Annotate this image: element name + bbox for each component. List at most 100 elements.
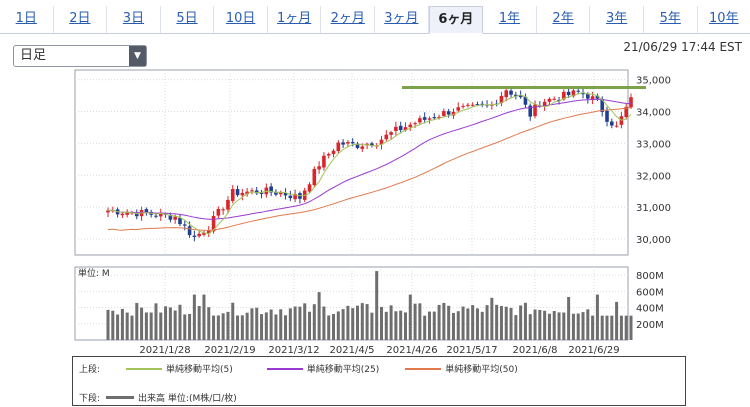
volume-bar — [538, 309, 542, 340]
candle-body — [341, 142, 345, 145]
tab-6[interactable]: 2ヶ月 — [321, 6, 376, 33]
price-tick-label: 34,000 — [636, 107, 671, 118]
candle-body — [235, 189, 240, 196]
volume-bar — [495, 304, 499, 340]
volume-bar — [308, 311, 312, 340]
volume-bar — [188, 313, 192, 340]
volume-bar — [480, 311, 484, 340]
volume-bar — [240, 315, 244, 340]
candle-body — [245, 191, 249, 195]
volume-bar — [154, 303, 158, 340]
tab-0[interactable]: 1日 — [0, 6, 54, 33]
candle-body — [528, 105, 533, 117]
candle-body — [456, 107, 461, 111]
candle-body — [360, 146, 365, 149]
interval-select-value: 日足 — [20, 48, 47, 63]
candle-body — [350, 141, 355, 144]
candle-body — [355, 143, 360, 148]
candle-body — [158, 212, 163, 217]
volume-bar — [490, 297, 494, 340]
volume-bar — [423, 315, 427, 340]
candle-body — [562, 91, 566, 100]
volume-bar — [571, 313, 575, 340]
candle-body — [307, 184, 312, 192]
tab-11[interactable]: 3年 — [590, 6, 644, 33]
legend-ma50-label: 単純移動平均(50) — [445, 365, 518, 375]
volume-bar — [260, 314, 264, 340]
candle-body — [509, 90, 513, 95]
legend-volume: 出来高 単位:(M株/口/枚) — [100, 391, 237, 404]
x-tick-label: 2021/2/19 — [204, 345, 255, 356]
candle-body — [154, 215, 158, 217]
legend-lower-label: 下段: — [79, 394, 101, 404]
volume-bar — [543, 310, 547, 340]
period-tabs: 1日 2日 3日 5日 10日 1ヶ月 2ヶ月 3ヶ月 6ヶ月 1年 2年 3年 5年 10年 — [0, 6, 750, 34]
candle-body — [418, 118, 422, 123]
candle-body — [187, 226, 192, 236]
volume-bar — [451, 312, 455, 340]
price-tick-label: 35,000 — [636, 76, 671, 87]
candle-body — [178, 217, 182, 225]
candle-body — [269, 186, 273, 193]
volume-bar — [250, 308, 254, 340]
volume-tick-label: 600M — [636, 287, 664, 298]
volume-bar — [456, 311, 460, 340]
volume-bar — [332, 313, 336, 340]
candle-body — [571, 90, 576, 97]
volume-bar — [202, 294, 206, 340]
volume-bar — [447, 305, 451, 340]
x-tick-label: 2021/4/5 — [330, 345, 375, 356]
candle-body — [614, 125, 619, 127]
volume-bar — [389, 305, 393, 340]
tab-5[interactable]: 1ヶ月 — [268, 6, 322, 33]
volume-bar — [221, 313, 225, 340]
tab-2[interactable]: 3日 — [107, 6, 161, 33]
volume-bar — [293, 306, 297, 340]
candle-body — [442, 111, 446, 116]
legend-ma5: 単純移動平均(5) — [100, 362, 233, 375]
volume-bar — [615, 301, 619, 340]
tab-7[interactable]: 3ヶ月 — [375, 6, 429, 33]
tab-13[interactable]: 10年 — [709, 11, 739, 26]
volume-bar — [178, 304, 182, 340]
tab-9[interactable]: 1年 — [483, 6, 537, 33]
tab-8[interactable]: 6ヶ月 — [428, 6, 484, 34]
candle-body — [557, 100, 561, 102]
tab-12[interactable]: 5年 — [644, 6, 698, 33]
candle-body — [134, 213, 139, 217]
candle-body — [106, 210, 110, 213]
volume-bar — [116, 314, 120, 340]
candle-body — [576, 90, 581, 92]
candle-body — [312, 168, 317, 186]
volume-bar — [140, 307, 144, 340]
tab-1[interactable]: 2日 — [54, 6, 108, 33]
candle-body — [504, 90, 509, 98]
volume-bar — [509, 307, 513, 340]
tab-3[interactable]: 5日 — [161, 6, 215, 33]
volume-bar — [360, 303, 364, 340]
candle-body — [259, 192, 264, 194]
candle-body — [461, 106, 465, 108]
volume-bar — [562, 312, 566, 340]
tab-10[interactable]: 2年 — [537, 6, 591, 33]
tab-4[interactable]: 10日 — [214, 6, 268, 33]
volume-bar — [528, 314, 532, 340]
dropdown-arrow-icon[interactable]: ▼ — [129, 46, 146, 66]
x-tick-label: 2021/6/29 — [568, 345, 619, 356]
candle-body — [600, 99, 605, 112]
price-tick-label: 30,000 — [636, 235, 671, 246]
interval-select[interactable]: 日足 ▼ — [13, 45, 147, 67]
candle-body — [518, 95, 523, 98]
volume-bar — [183, 314, 187, 340]
volume-bar — [164, 306, 168, 340]
volume-bar — [226, 311, 230, 340]
volume-bar — [303, 303, 307, 340]
candle-body — [542, 101, 547, 107]
volume-bar — [356, 305, 360, 340]
candle-body — [466, 104, 470, 106]
ma50-line-icon — [405, 367, 442, 370]
volume-bar — [586, 309, 590, 340]
candle-body — [240, 192, 245, 196]
candle-body — [514, 94, 518, 97]
